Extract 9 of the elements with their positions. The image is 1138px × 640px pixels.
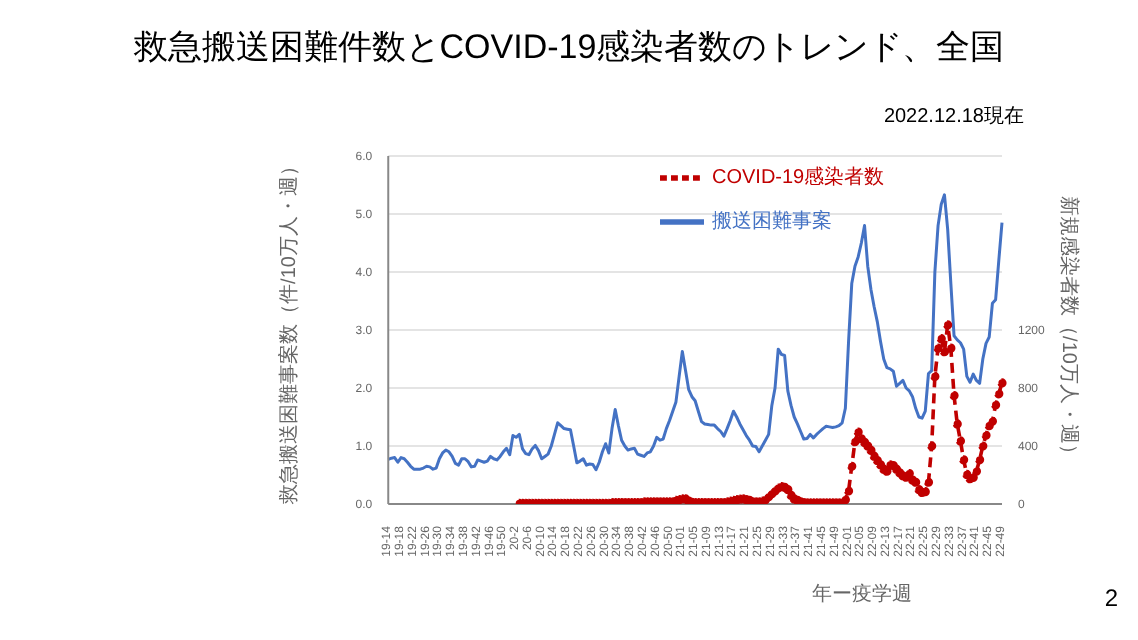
legend-label: COVID-19感染者数 bbox=[712, 167, 885, 190]
legend-label: 搬送困難事案 bbox=[712, 211, 832, 234]
chart-subtitle: 2022.12.18現在 bbox=[883, 104, 1024, 130]
x-axis-title: 年ー疫学週 bbox=[812, 582, 912, 606]
y-axis-title: 救急搬送困難事案数（件/10万人・週） bbox=[277, 156, 302, 506]
line-series bbox=[386, 193, 1004, 472]
chart-title: 救急搬送困難件数とCOVID-19感染者数のトレンド、全国 bbox=[131, 26, 1007, 70]
text: 2 bbox=[1104, 584, 1118, 612]
y2-axis-title: 新規感染者数（/10万人・週） bbox=[1056, 196, 1081, 464]
